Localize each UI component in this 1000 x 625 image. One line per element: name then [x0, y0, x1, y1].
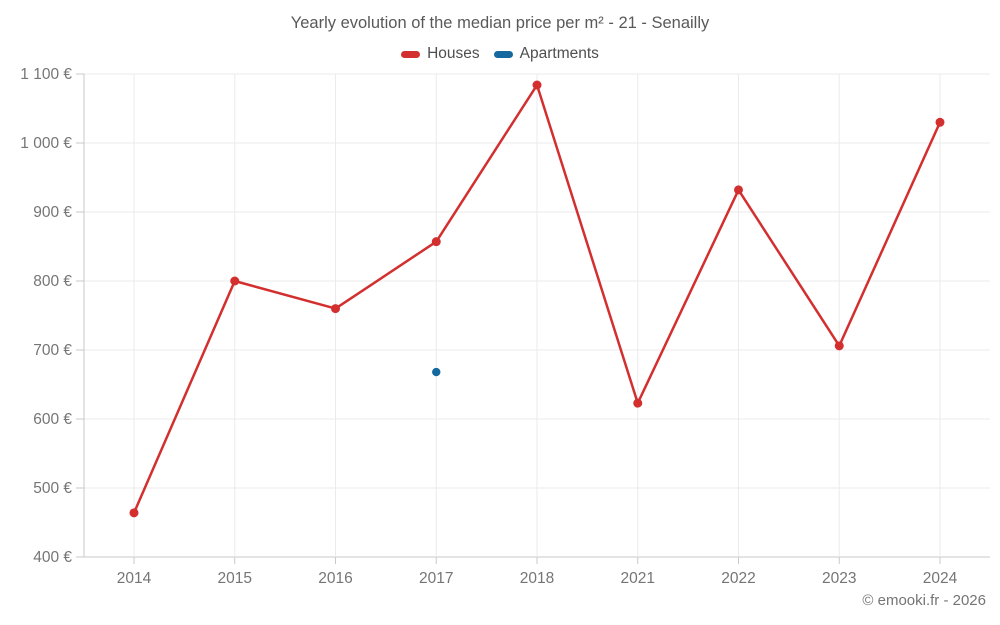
y-tick-label: 500 €: [33, 480, 72, 497]
x-tick-label: 2023: [822, 570, 856, 587]
chart-legend: Houses Apartments: [0, 45, 1000, 63]
data-point-houses[interactable]: [431, 237, 441, 247]
data-point-houses[interactable]: [734, 185, 743, 195]
chart-title: Yearly evolution of the median price per…: [290, 14, 710, 32]
x-tick-label: 2018: [520, 570, 554, 587]
y-tick-label: 1 100 €: [20, 66, 72, 83]
apartments-swatch-icon: [493, 50, 513, 58]
x-tick-label: 2022: [721, 570, 755, 587]
y-tick-label: 800 €: [33, 273, 72, 290]
y-tick-label: 400 €: [33, 549, 72, 566]
x-tick-label: 2016: [318, 570, 352, 587]
houses-swatch-icon: [401, 50, 421, 58]
data-point-houses[interactable]: [230, 276, 240, 286]
data-point-houses[interactable]: [633, 398, 643, 408]
copyright-notice: © emooki.fr - 2026: [862, 592, 986, 609]
legend-item-houses[interactable]: Houses: [401, 45, 480, 63]
y-tick-label: 1 000 €: [20, 135, 72, 152]
y-tick-label: 900 €: [33, 204, 72, 221]
legend-label-houses: Houses: [427, 45, 480, 62]
x-tick-label: 2015: [218, 570, 252, 587]
data-point-houses[interactable]: [129, 508, 139, 518]
data-point-houses[interactable]: [331, 304, 340, 314]
x-tick-label: 2014: [117, 570, 152, 587]
legend-item-apartments[interactable]: Apartments: [493, 45, 599, 63]
data-point-houses[interactable]: [834, 341, 844, 351]
x-tick-label: 2024: [923, 570, 958, 587]
data-point-houses[interactable]: [935, 117, 945, 127]
data-point-apartments[interactable]: [432, 367, 441, 377]
x-tick-label: 2017: [419, 570, 453, 587]
legend-label-apartments: Apartments: [519, 45, 599, 62]
data-point-houses[interactable]: [532, 80, 542, 90]
y-tick-label: 700 €: [33, 342, 72, 359]
y-tick-label: 600 €: [33, 411, 72, 428]
x-tick-label: 2021: [621, 570, 655, 587]
